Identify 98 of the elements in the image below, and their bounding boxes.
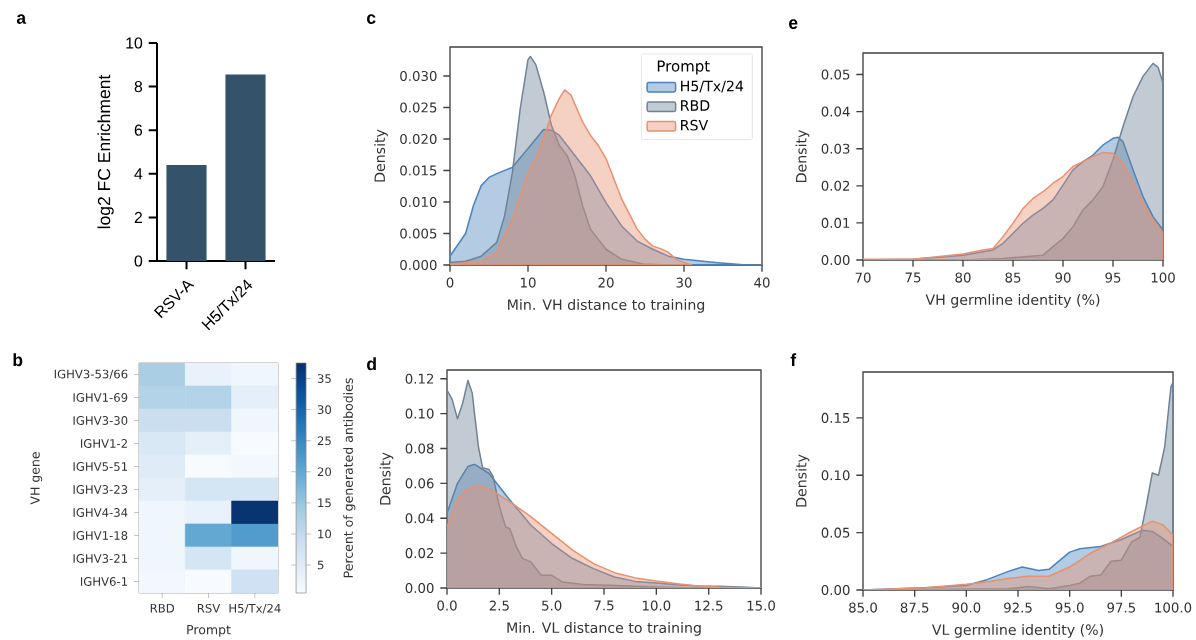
x-tick-label: 80 bbox=[955, 272, 971, 283]
y-tick-label: 10 bbox=[126, 37, 143, 49]
x-tick-label: 85 bbox=[1005, 272, 1021, 283]
color-bar-label: 25 bbox=[317, 436, 331, 446]
y-tick-label: 0.00 bbox=[821, 254, 850, 266]
y-tick-label: IGHV6-1 bbox=[80, 577, 128, 586]
y-tick-label: 0.12 bbox=[405, 373, 434, 384]
y-tick-label: IGHV1-2 bbox=[80, 439, 127, 448]
x-axis-title: Prompt bbox=[187, 625, 231, 637]
y-tick-label: 0.10 bbox=[821, 470, 850, 481]
chart-title: b bbox=[13, 353, 23, 367]
x-axis-title: Min. VH distance to training bbox=[508, 299, 705, 313]
y-tick-label: IGHV1-69 bbox=[73, 393, 128, 402]
y-tick-label: 0.15 bbox=[821, 412, 850, 423]
y-tick-label: 0.06 bbox=[405, 478, 434, 489]
x-tick-label: 100 bbox=[1151, 272, 1175, 283]
y-tick-label: 0.015 bbox=[400, 165, 437, 176]
y-axis-title: Density bbox=[374, 129, 388, 182]
y-tick-label: 0.010 bbox=[400, 196, 437, 208]
y-tick-label: 0.005 bbox=[400, 228, 437, 239]
y-tick-label: 0.025 bbox=[400, 102, 437, 113]
x-tick-label: 92.5 bbox=[1004, 602, 1032, 613]
y-tick-label: 0.05 bbox=[821, 69, 850, 80]
y-tick-label: IGHV3-53/66 bbox=[54, 369, 128, 380]
x-tick-label: 90 bbox=[1055, 272, 1071, 283]
x-tick-label: 40 bbox=[754, 277, 770, 288]
y-tick-label: IGHV3-21 bbox=[73, 554, 128, 563]
y-tick-label: 0.03 bbox=[821, 143, 850, 154]
x-tick-label: 15.0 bbox=[747, 600, 775, 611]
y-tick-label: 0.02 bbox=[821, 180, 850, 191]
color-bar-label: 10 bbox=[318, 529, 332, 539]
legend-label: H5/Tx/24 bbox=[681, 80, 744, 93]
x-tick-label: 95 bbox=[1105, 272, 1121, 283]
y-axis-title: VH gene bbox=[30, 452, 43, 505]
x-tick-label: H5/Tx/24 bbox=[229, 603, 281, 614]
y-tick-label: IGHV3-23 bbox=[73, 485, 128, 494]
y-tick-label: 0.000 bbox=[400, 259, 437, 271]
y-tick-label: IGHV1-18 bbox=[73, 531, 128, 540]
y-tick-label: 0.04 bbox=[821, 106, 850, 117]
y-tick-label: 0.020 bbox=[400, 133, 437, 145]
x-tick-label: 100.0 bbox=[1155, 602, 1192, 613]
x-tick-label: 85.0 bbox=[849, 602, 877, 613]
x-tick-label: 10.0 bbox=[642, 600, 671, 611]
x-axis-title: VH germline identity (%) bbox=[925, 294, 1100, 308]
y-tick-label: IGHV4-34 bbox=[73, 508, 128, 517]
y-axis-title: Density bbox=[379, 452, 394, 505]
color-bar-label: 15 bbox=[318, 498, 331, 508]
y-tick-label: 0.05 bbox=[821, 527, 850, 538]
x-tick-label: 97.5 bbox=[1107, 602, 1136, 613]
y-tick-label: 2 bbox=[134, 211, 142, 223]
x-tick-label: 7.5 bbox=[594, 600, 614, 611]
y-tick-label: IGHV5-51 bbox=[73, 462, 128, 471]
x-tick-label: RSV bbox=[197, 603, 221, 613]
chart-title: d bbox=[367, 357, 376, 371]
y-tick-label: 0 bbox=[134, 255, 143, 267]
y-tick-label: 6 bbox=[134, 124, 143, 136]
legend-label: RBD bbox=[681, 100, 710, 111]
y-tick-label: 0.030 bbox=[400, 70, 437, 82]
y-axis-title: Density bbox=[795, 454, 810, 507]
x-tick-label: 95.0 bbox=[1055, 602, 1084, 613]
y-tick-label: 0.00 bbox=[821, 584, 850, 596]
x-tick-label: 12.5 bbox=[695, 600, 723, 611]
y-axis-title: log2 FC Enrichment bbox=[97, 74, 114, 229]
y-axis-title: Density bbox=[795, 129, 810, 183]
x-tick-label: 0.0 bbox=[437, 600, 457, 611]
chart-title: c bbox=[367, 14, 376, 24]
legend-title: Prompt bbox=[657, 60, 710, 75]
x-tick-label: 75 bbox=[905, 272, 921, 283]
y-tick-label: 0.08 bbox=[405, 443, 434, 454]
chart-title: e bbox=[789, 19, 798, 29]
x-tick-label: 0 bbox=[446, 277, 454, 288]
x-axis-title: VL germline identity (%) bbox=[931, 624, 1103, 638]
x-tick-label: 87.5 bbox=[900, 602, 929, 613]
y-tick-label: 0.00 bbox=[405, 582, 434, 594]
y-tick-label: 0.10 bbox=[405, 408, 434, 419]
chart-title: a bbox=[16, 14, 27, 24]
x-tick-label: 2.5 bbox=[489, 600, 509, 611]
color-bar-label: 20 bbox=[317, 467, 332, 477]
x-axis-title: Min. VL distance to training bbox=[507, 622, 701, 636]
chart-title: f bbox=[790, 353, 797, 367]
y-tick-label: 4 bbox=[134, 168, 143, 180]
y-tick-label: 8 bbox=[134, 81, 143, 93]
color-bar-label: 30 bbox=[317, 405, 332, 415]
x-tick-label: 5.0 bbox=[542, 600, 562, 611]
y-tick-label: 0.04 bbox=[405, 513, 434, 524]
y-tick-label: 0.01 bbox=[821, 217, 850, 228]
x-tick-label: 10 bbox=[520, 277, 536, 288]
legend-label: RSV bbox=[681, 119, 709, 131]
color-bar-label: 35 bbox=[317, 374, 331, 383]
y-tick-label: IGHV3-30 bbox=[73, 416, 128, 425]
x-tick-label: 30 bbox=[676, 277, 692, 288]
x-tick-label: RBD bbox=[150, 603, 175, 613]
x-tick-label: 20 bbox=[598, 277, 614, 288]
color-bar-label: 5 bbox=[317, 560, 324, 570]
color-bar-title: Percent of generated antibodies bbox=[343, 378, 356, 578]
x-tick-label: 70 bbox=[855, 272, 871, 283]
y-tick-label: 0.02 bbox=[405, 548, 434, 559]
x-tick-label: 90.0 bbox=[952, 602, 981, 613]
